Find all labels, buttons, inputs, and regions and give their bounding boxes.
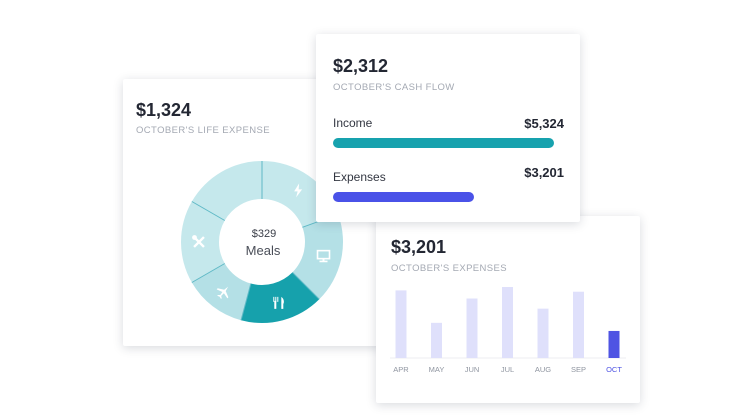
donut-center: [220, 200, 304, 284]
month-label-may: MAY: [429, 365, 445, 374]
expenses-bar: [333, 192, 554, 202]
expenses-caption: OCTOBER'S EXPENSES: [391, 263, 508, 274]
expense-bar-may[interactable]: [431, 322, 442, 358]
month-label-aug: AUG: [535, 365, 551, 374]
donut-center-label: Meals: [245, 243, 281, 258]
income-value: $5,324: [524, 116, 564, 131]
expense-bar-jun[interactable]: [466, 298, 478, 358]
life-expense-donut-chart: [181, 161, 343, 323]
donut-segment-utensils[interactable]: [241, 272, 320, 323]
month-label-jun: JUN: [465, 365, 480, 374]
month-label-jul: JUL: [501, 365, 514, 374]
life-expense-amount: $1,324: [136, 100, 192, 120]
donut-divider: [240, 283, 252, 321]
expense-bar-apr[interactable]: [395, 290, 407, 358]
expenses-value: $3,201: [524, 165, 564, 180]
income-bar: [333, 138, 554, 148]
life-expense-caption: OCTOBER'S LIFE EXPENSE: [136, 125, 270, 136]
donut-segment-airplane[interactable]: [191, 263, 251, 321]
tools-icon: [192, 235, 205, 248]
expense-bar-sep[interactable]: [573, 291, 584, 358]
expenses-amount: $3,201: [391, 237, 447, 257]
expense-bar-oct[interactable]: [608, 330, 620, 358]
month-label-oct: OCT: [606, 365, 622, 374]
monthly-expenses-bar-chart: APR MAY JUN JUL AUG SEP OCT: [390, 287, 626, 374]
donut-segment-tools[interactable]: [181, 201, 225, 283]
monitor-icon: [316, 249, 331, 263]
donut-segment-other[interactable]: [191, 161, 262, 221]
cash-flow-amount: $2,312: [333, 56, 389, 76]
cash-flow-caption: OCTOBER'S CASH FLOW: [333, 82, 455, 93]
income-bar-fill: [333, 138, 554, 148]
income-label: Income: [333, 116, 373, 130]
donut-divider: [292, 272, 320, 300]
expenses-card: $3,201 OCTOBER'S EXPENSES APR MAY JUN JUL AU…: [376, 216, 640, 403]
cash-flow-card: $2,312 OCTOBER'S CASH FLOW Income $5,324…: [316, 34, 580, 222]
expense-bar-aug[interactable]: [537, 308, 549, 358]
airplane-icon: [216, 286, 229, 299]
bolt-icon: [294, 183, 303, 198]
donut-divider: [191, 263, 226, 283]
month-label-sep: SEP: [571, 365, 586, 374]
donut-divider: [191, 201, 226, 221]
expenses-label: Expenses: [333, 170, 386, 184]
donut-center-amount: $329: [251, 228, 277, 240]
expense-bar-jul[interactable]: [502, 287, 513, 358]
utensils-icon: [273, 296, 284, 309]
month-label-apr: APR: [393, 365, 409, 374]
expenses-bar-fill: [333, 192, 475, 202]
